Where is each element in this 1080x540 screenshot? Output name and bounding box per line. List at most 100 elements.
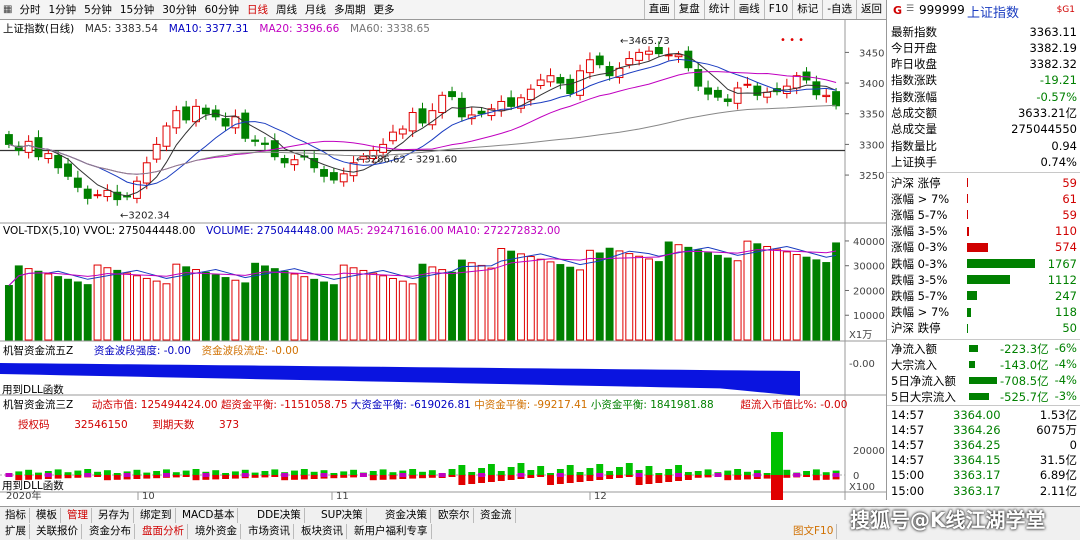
volume-bar — [270, 268, 279, 341]
flow3-legend: 机智资金流三Z 动态市值: 125494424.00 超资金平衡: -11510… — [3, 397, 847, 412]
period-4[interactable]: 30分钟 — [162, 4, 197, 16]
grid-icon[interactable]: ▦ — [3, 4, 13, 15]
toolbar-button-4[interactable]: F10 — [763, 0, 792, 19]
indicator-tab-4[interactable]: 绑定到 — [137, 508, 176, 523]
inflow-bar — [625, 463, 633, 475]
volume-bar — [457, 259, 466, 341]
volume-bar — [320, 281, 328, 341]
candle-body — [261, 142, 269, 145]
indicator-tab-10[interactable]: 资金流 — [477, 508, 516, 523]
toolbar-button-0[interactable]: 直画 — [643, 0, 674, 19]
tick-vol: 6075万 — [1036, 422, 1077, 437]
volume-bar — [24, 268, 33, 341]
candle-body — [44, 153, 53, 160]
panel-tab-7[interactable]: 新用户福利专享 — [351, 524, 432, 539]
panel-tab-2[interactable]: 资金分布 — [86, 524, 135, 539]
mid-flow-bar — [478, 473, 486, 477]
indicator-tab-0[interactable]: 指标 — [2, 508, 30, 523]
indicator-tab-8[interactable]: 资金决策 — [382, 508, 431, 523]
tick-time: 15:00 — [891, 483, 925, 498]
indicator-tab-1[interactable]: 模板 — [33, 508, 61, 523]
period-2[interactable]: 5分钟 — [84, 4, 112, 16]
inflow-bar — [665, 469, 673, 475]
dist-row: 涨幅 0-3% 574 — [891, 240, 1077, 255]
toolbar-button-3[interactable]: 画线 — [733, 0, 764, 19]
x-axis-label: 12 — [594, 491, 607, 500]
volume-bar — [103, 267, 112, 341]
quote-row-value: 3382.32 — [1029, 57, 1077, 72]
outflow-bar — [527, 475, 535, 478]
period-8[interactable]: 月线 — [304, 4, 326, 16]
toolbar-button-1[interactable]: 复盘 — [673, 0, 704, 19]
dist-row-value: 59 — [1062, 175, 1077, 190]
panel-tab-5[interactable]: 市场资讯 — [245, 524, 294, 539]
inflow-bar — [389, 472, 397, 475]
f10-button[interactable]: 图文F10 — [790, 524, 838, 539]
panel-tab-6[interactable]: 板块资讯 — [298, 524, 347, 539]
inflow-bar — [143, 472, 151, 475]
panel-tab-3[interactable]: 盘面分析 — [139, 524, 188, 539]
flow-row-label: 5日净流入额 — [891, 373, 956, 388]
volume-bar — [467, 262, 476, 341]
inflow-bar — [724, 470, 732, 475]
inflow-bar — [606, 471, 614, 475]
dist-row-label: 跌幅 3-5% — [891, 272, 948, 287]
inflow-bar — [586, 468, 594, 475]
outflow-bar — [419, 475, 426, 479]
indicator-tab-6[interactable]: DDE决策 — [254, 508, 305, 523]
outflow-bar — [586, 475, 594, 481]
flow-pct: -4% — [1054, 356, 1077, 371]
toolbar-button-6[interactable]: -自选 — [822, 0, 856, 19]
period-6[interactable]: 日线 — [246, 4, 268, 16]
outflow-bar — [153, 475, 161, 479]
panel-tab-4[interactable]: 境外资金 — [192, 524, 241, 539]
outflow-bar — [803, 475, 810, 477]
period-1[interactable]: 1分钟 — [48, 4, 77, 16]
volume-bar — [556, 264, 565, 341]
candle-body — [280, 158, 289, 164]
dist-row: 沪深 跌停 50 — [891, 321, 1077, 336]
dist-row-label: 涨幅 3-5% — [891, 224, 948, 239]
inflow-bar — [771, 432, 783, 475]
candle-body — [526, 88, 535, 101]
indicator-tab-2[interactable]: 管理 — [64, 508, 92, 523]
period-5[interactable]: 60分钟 — [204, 4, 239, 16]
volume-bar — [339, 264, 348, 341]
outflow-bar — [340, 475, 348, 478]
flow3-tick-label: 20000 — [853, 446, 885, 457]
candle-body — [339, 173, 348, 183]
volume-bar — [448, 271, 456, 341]
flow-row: 5日大宗流入 -525.7亿 -3% — [891, 389, 1077, 404]
toolbar-button-2[interactable]: 统计 — [703, 0, 734, 19]
indicator-tab-9[interactable]: 欧奈尔 — [435, 508, 474, 523]
toolbar-button-5[interactable]: 标记 — [792, 0, 822, 19]
chart-area[interactable]: 3450 3400 3350 3300 3250 ←3465.73 ←3202.34 ←328… — [0, 20, 886, 500]
flow3-ratio: 超流入市值比%: -0.00 — [740, 399, 848, 411]
indicator-tab-3[interactable]: 另存为 — [95, 508, 134, 523]
dropdown-icon[interactable]: ☰ — [906, 4, 915, 14]
inflow-bar — [556, 469, 564, 475]
inflow-bar — [468, 472, 476, 475]
dist-row: 跌幅 0-3% 1767 — [891, 256, 1077, 271]
volume-bar — [54, 276, 63, 341]
candle-body — [231, 116, 240, 129]
period-0[interactable]: 分时 — [19, 4, 41, 16]
period-7[interactable]: 周线 — [275, 4, 297, 16]
symbol-badge: $G1 — [1056, 5, 1075, 15]
kline-chart[interactable]: 3450 3400 3350 3300 3250 ←3465.73 ←3202.34 ←328… — [0, 20, 886, 500]
tick-vol: 2.11亿 — [1039, 483, 1077, 498]
dist-row: 跌幅 > 7% 118 — [891, 305, 1077, 320]
flow5-tick-label: -0.00 — [849, 359, 875, 370]
outflow-bar — [103, 475, 111, 481]
indicator-tab-5[interactable]: MACD基本 — [179, 508, 239, 523]
period-10[interactable]: 更多 — [373, 4, 395, 16]
indicator-tab-7[interactable]: SUP决策 — [318, 508, 367, 523]
volume-bar — [674, 244, 683, 341]
candle-body — [359, 156, 368, 160]
period-9[interactable]: 多周期 — [333, 4, 366, 16]
panel-tab-1[interactable]: 关联报价 — [33, 524, 82, 539]
period-3[interactable]: 15分钟 — [119, 4, 155, 16]
toolbar-button-7[interactable]: 返回 — [856, 0, 886, 19]
panel-tab-0[interactable]: 扩展 — [2, 524, 30, 539]
dist-row-label: 跌幅 0-3% — [891, 256, 948, 271]
